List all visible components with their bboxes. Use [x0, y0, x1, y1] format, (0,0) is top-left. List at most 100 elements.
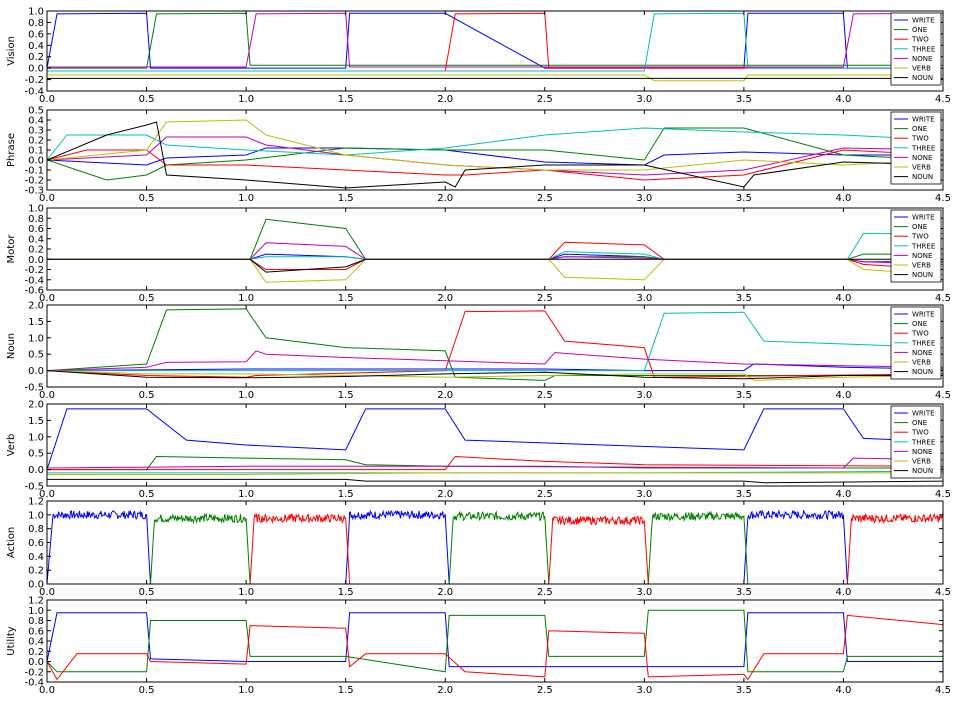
axes-frame	[46, 207, 944, 291]
y-tick-label: 1.2	[28, 497, 44, 508]
panel-verb: 0.0 0.5 1.0 1.5 2.0 2.5 3.0 3.5 4.0 4.5 2.0 1.5 1.0 0…	[6, 400, 951, 501]
y-axis-label: Utility	[6, 626, 17, 655]
series-line-none	[47, 457, 943, 469]
x-tick-label: 4.0	[835, 489, 851, 500]
series-line-none	[47, 12, 943, 68]
y-tick-label: -0.4	[24, 275, 44, 286]
x-tick-label: 1.5	[338, 293, 354, 304]
x-tick-label: 2.5	[537, 390, 553, 401]
x-tick-label: 0.5	[139, 489, 155, 500]
x-tick-label: 4.5	[935, 489, 951, 500]
series-line-one	[47, 609, 943, 673]
legend-label: ONE	[912, 223, 927, 231]
legend-label: VERB	[912, 262, 931, 270]
y-tick-label: 0.0	[28, 156, 44, 167]
y-tick-label: 1.0	[28, 606, 44, 617]
x-tick-label: 2.5	[537, 587, 553, 598]
x-tick-label: 4.5	[935, 587, 951, 598]
y-tick-label: 0.4	[28, 234, 44, 245]
series-line-noun	[47, 478, 943, 484]
legend-label: WRITE	[912, 116, 935, 124]
x-tick-label: 2.5	[537, 685, 553, 696]
x-tick-label: 4.5	[935, 193, 951, 204]
x-tick-label: 4.0	[835, 685, 851, 696]
x-tick-label: 0.0	[39, 94, 55, 105]
x-tick-label: 2.5	[537, 193, 553, 204]
legend-label: ONE	[912, 320, 927, 328]
legend-label: NONE	[912, 448, 932, 456]
x-tick-label: 0.5	[139, 587, 155, 598]
axes-frame	[46, 500, 944, 585]
x-tick-label: 4.0	[835, 587, 851, 598]
series-line-three	[47, 311, 943, 372]
legend-label: VERB	[912, 458, 931, 466]
x-tick-label: 0.0	[39, 293, 55, 304]
axes-frame	[46, 304, 944, 388]
series-line-one	[47, 218, 943, 260]
y-tick-label: 0.2	[28, 136, 44, 147]
y-tick-label: 0.2	[28, 52, 44, 63]
series-line-noun	[47, 121, 943, 189]
x-tick-label: 2.0	[437, 587, 453, 598]
y-tick-label: 0.1	[28, 146, 44, 157]
x-tick-label: 3.0	[636, 193, 652, 204]
x-tick-label: 4.0	[835, 193, 851, 204]
x-tick-label: 1.5	[338, 489, 354, 500]
series-line-one	[47, 308, 943, 381]
y-tick-label: 1.5	[28, 317, 44, 328]
series-line-noun	[47, 258, 943, 273]
series-line-two	[47, 614, 943, 681]
legend-label: TWO	[911, 135, 929, 143]
series-line-one	[47, 12, 943, 69]
y-tick-label: 0.8	[28, 616, 44, 627]
series-line-write	[47, 509, 943, 584]
legend-label: TWO	[911, 330, 929, 338]
x-tick-label: 3.0	[636, 587, 652, 598]
y-tick-label: 0.3	[28, 126, 44, 137]
x-tick-label: 4.0	[835, 390, 851, 401]
legend-label: NONE	[912, 55, 932, 63]
legend-label: NOUN	[912, 173, 933, 181]
series-line-verb	[47, 370, 943, 381]
y-tick-label: 0.6	[28, 538, 44, 549]
x-tick-label: 4.5	[935, 685, 951, 696]
series-line-none	[47, 242, 943, 265]
series-line-write	[47, 253, 943, 263]
y-tick-label: -0.1	[24, 166, 44, 177]
legend-label: ONE	[912, 26, 927, 34]
legend-label: THREE	[911, 438, 935, 446]
x-tick-label: 3.0	[636, 685, 652, 696]
axes-frame	[46, 403, 944, 487]
x-tick-label: 1.0	[238, 94, 254, 105]
series-line-noun	[47, 370, 943, 380]
y-tick-label: 0.0	[28, 255, 44, 266]
y-tick-label: 1.5	[28, 416, 44, 427]
y-tick-label: 0.4	[28, 116, 44, 127]
legend-label: NOUN	[912, 271, 933, 279]
legend-label: NONE	[912, 252, 932, 260]
x-tick-label: 3.5	[736, 685, 752, 696]
x-tick-label: 0.5	[139, 193, 155, 204]
x-tick-label: 0.0	[39, 489, 55, 500]
y-tick-label: 0.4	[28, 41, 44, 52]
legend-label: VERB	[912, 359, 931, 367]
series-line-none	[47, 350, 943, 372]
x-tick-label: 2.0	[437, 94, 453, 105]
series-line-write	[47, 147, 943, 166]
x-tick-label: 0.0	[39, 390, 55, 401]
y-tick-label: -0.5	[24, 383, 44, 394]
legend-label: NONE	[912, 349, 932, 357]
y-tick-label: 0.5	[28, 350, 44, 361]
x-tick-label: 1.0	[238, 685, 254, 696]
x-tick-label: 1.0	[238, 193, 254, 204]
x-tick-label: 3.0	[636, 293, 652, 304]
y-tick-label: 1.0	[28, 510, 44, 521]
series-line-verb	[47, 258, 943, 283]
series-line-two	[47, 12, 943, 72]
y-tick-label: 0.2	[28, 245, 44, 256]
y-tick-label: 1.0	[28, 333, 44, 344]
x-tick-label: 4.5	[935, 293, 951, 304]
y-tick-label: 1.0	[28, 7, 44, 18]
y-tick-label: -0.4	[24, 678, 44, 689]
legend-label: WRITE	[912, 311, 935, 319]
